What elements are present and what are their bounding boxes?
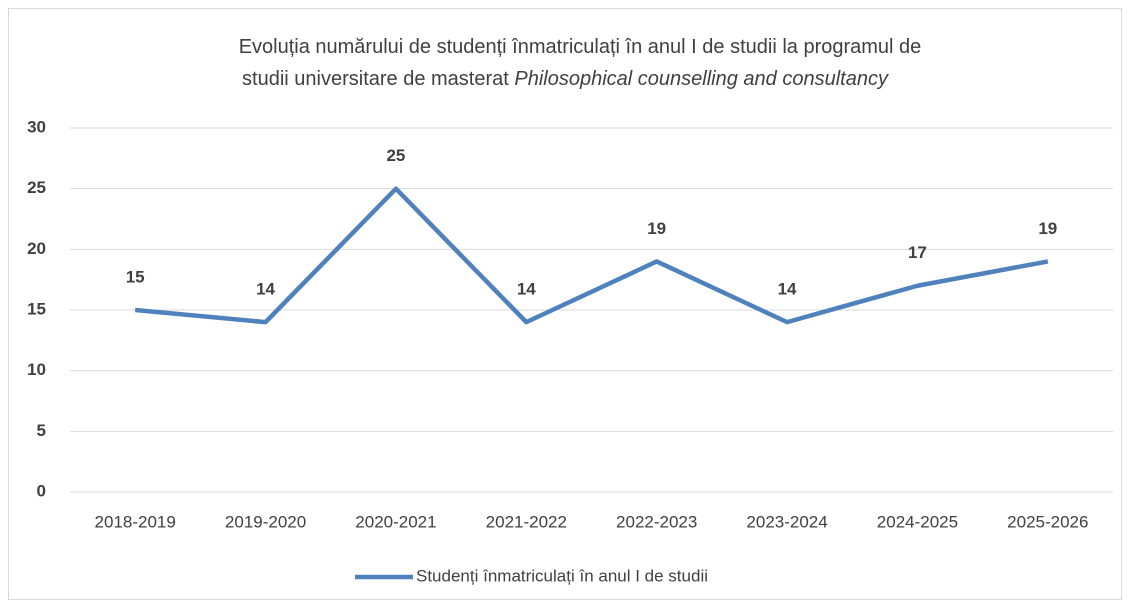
data-label: 14 xyxy=(778,280,797,299)
x-tick-label: 2018-2019 xyxy=(95,512,176,531)
data-label: 15 xyxy=(126,267,145,286)
x-tick-label: 2020-2021 xyxy=(355,512,436,531)
data-label: 17 xyxy=(908,243,927,262)
x-tick-label: 2022-2023 xyxy=(616,512,697,531)
y-tick-label: 0 xyxy=(37,481,46,500)
data-label: 14 xyxy=(256,280,275,299)
x-tick-label: 2025-2026 xyxy=(1007,512,1088,531)
title-line: studii universitare de masterat xyxy=(242,68,509,90)
x-tick-label: 2021-2022 xyxy=(486,512,567,531)
data-label: 19 xyxy=(647,219,666,238)
data-label: 25 xyxy=(386,146,405,165)
title-line: Evoluția numărului de studenți înmatricu… xyxy=(239,36,922,58)
y-tick-label: 20 xyxy=(27,239,46,258)
x-tick-label: 2019-2020 xyxy=(225,512,306,531)
data-label: 14 xyxy=(517,280,536,299)
y-tick-label: 30 xyxy=(27,117,46,136)
y-tick-label: 5 xyxy=(37,421,46,440)
y-tick-label: 25 xyxy=(27,178,46,197)
legend-label: Studenți înmatriculați în anul I de stud… xyxy=(416,566,708,585)
title-emphasis: Philosophical counselling and consultanc… xyxy=(514,68,889,90)
chart-title: studii universitare de masterat Philosop… xyxy=(242,68,889,90)
y-tick-label: 10 xyxy=(27,360,46,379)
y-tick-label: 15 xyxy=(27,299,46,318)
x-tick-label: 2023-2024 xyxy=(746,512,827,531)
x-tick-label: 2024-2025 xyxy=(877,512,958,531)
data-label: 19 xyxy=(1038,219,1057,238)
chart-title: Evoluția numărului de studenți înmatricu… xyxy=(239,36,922,58)
series-line xyxy=(134,186,1049,325)
